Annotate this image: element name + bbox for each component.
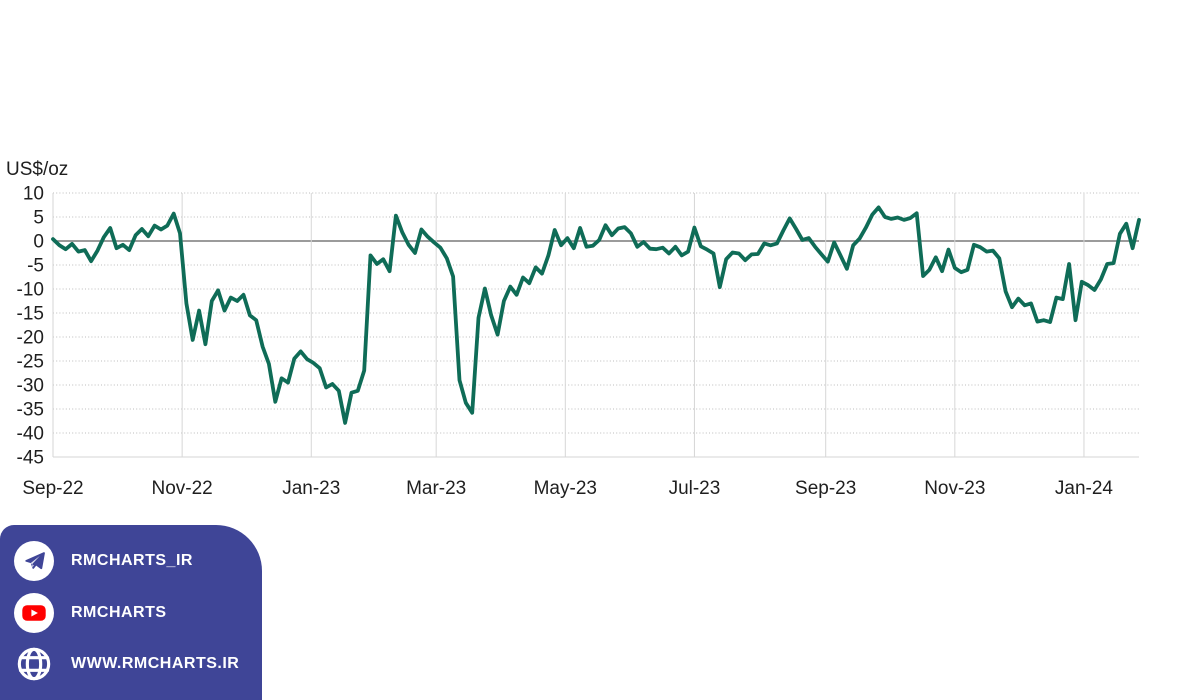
globe-icon [14,644,54,684]
y-tick-label: -20 [17,328,44,349]
x-tick-label: May-23 [534,478,597,499]
website-url: WWW.RMCHARTS.IR [71,655,240,673]
x-tick-label: Sep-22 [22,478,83,499]
youtube-link[interactable]: RMCHARTS [14,592,262,633]
x-tick-label: Nov-22 [152,478,213,499]
telegram-icon [14,540,54,581]
telegram-handle: RMCHARTS_IR [71,551,193,569]
y-tick-label: 5 [33,208,44,229]
y-tick-label: -45 [17,448,44,469]
y-tick-label: -10 [17,280,44,301]
x-tick-label: Mar-23 [406,478,466,499]
x-tick-label: Jul-23 [669,478,721,499]
x-tick-label: Jan-24 [1055,478,1114,499]
youtube-handle: RMCHARTS [71,603,167,621]
youtube-icon [14,592,54,633]
y-tick-label: -15 [17,304,44,325]
y-tick-label: -35 [17,400,44,421]
y-tick-label: 10 [23,184,44,205]
y-tick-label: -25 [17,352,44,373]
social-links-panel: RMCHARTS_IR RMCHARTS WWW.RMCHARTS.IR [0,525,262,700]
x-tick-label: Jan-23 [282,478,340,499]
y-tick-label: -40 [17,424,44,445]
telegram-link[interactable]: RMCHARTS_IR [14,540,262,581]
y-axis-unit-label: US$/oz [6,159,69,180]
website-link[interactable]: WWW.RMCHARTS.IR [14,644,262,684]
y-tick-label: -30 [17,376,44,397]
x-tick-label: Sep-23 [795,478,856,499]
series-line [51,205,1141,425]
x-tick-label: Nov-23 [924,478,985,499]
y-tick-label: -5 [27,256,44,277]
y-tick-label: 0 [33,232,44,253]
